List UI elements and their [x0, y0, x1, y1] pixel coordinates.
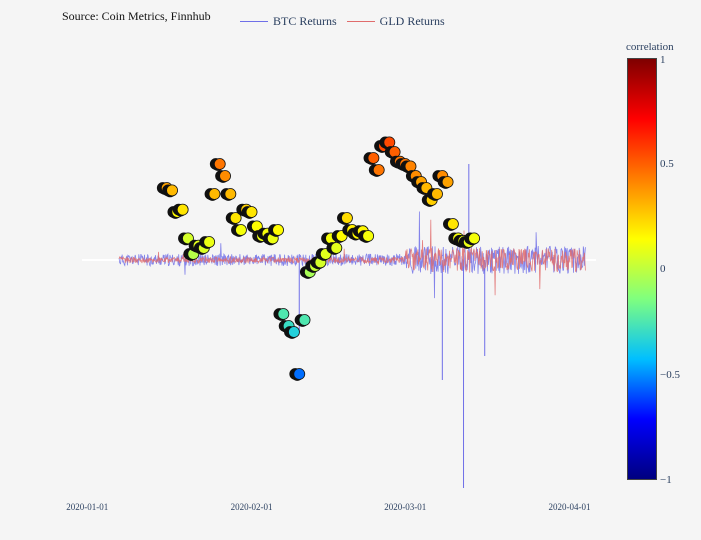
- colorbar-tick-1: 1: [660, 54, 666, 66]
- gld-returns-line: [118, 219, 586, 296]
- x-axis-ticks: 2020-01-01 2020-02-01 2020-03-01 2020-04-01: [66, 502, 590, 512]
- x-tick-label-2: 2020-03-01: [384, 502, 426, 512]
- correlation-markers: [156, 136, 481, 381]
- colorbar-tick-0.5: 0.5: [660, 158, 674, 170]
- correlation-point-10-2[interactable]: [213, 158, 226, 170]
- btc-returns-series: [118, 164, 586, 488]
- legend-label-gld: GLD Returns: [379, 14, 445, 28]
- legend-item-btc[interactable]: BTC Returns: [240, 14, 337, 29]
- colorbar-tick-neg0.5: −0.5: [660, 369, 680, 381]
- x-tick-label-1: 2020-02-01: [231, 502, 273, 512]
- x-tick-label-3: 2020-04-01: [549, 502, 591, 512]
- gld-returns-series: [118, 219, 586, 296]
- correlation-point-39-2[interactable]: [367, 152, 380, 164]
- legend-label-btc: BTC Returns: [273, 14, 337, 28]
- correlation-point-21-2[interactable]: [272, 224, 284, 236]
- correlation-point-32-2[interactable]: [330, 242, 343, 254]
- correlation-point-14-2[interactable]: [235, 224, 247, 236]
- correlation-point-13-2[interactable]: [229, 212, 242, 224]
- correlation-point-12-2[interactable]: [224, 188, 237, 200]
- colorbar-tick-0: 0: [660, 263, 666, 275]
- correlation-point-16-2[interactable]: [245, 206, 258, 218]
- correlation-point-22-2[interactable]: [277, 308, 290, 320]
- correlation-point-26-2[interactable]: [298, 314, 311, 326]
- colorbar-tick-neg1: −1: [660, 474, 672, 486]
- correlation-point-58-2[interactable]: [468, 232, 481, 245]
- correlation-point-9-2[interactable]: [208, 188, 221, 200]
- x-tick-label-0: 2020-01-01: [66, 502, 108, 512]
- correlation-point-3-2[interactable]: [176, 203, 189, 216]
- correlation-point-53-2[interactable]: [441, 176, 454, 188]
- correlation-point-34-2[interactable]: [341, 212, 353, 224]
- correlation-point-8-2[interactable]: [203, 236, 216, 248]
- legend-swatch-gld: [346, 21, 375, 22]
- correlation-point-40-2[interactable]: [372, 164, 385, 176]
- source-caption: Source: Coin Metrics, Finnhub: [62, 9, 211, 23]
- correlation-point-25-2[interactable]: [293, 368, 306, 380]
- correlation-point-24-2[interactable]: [288, 326, 300, 338]
- correlation-point-11-2[interactable]: [219, 170, 231, 182]
- correlation-point-51-2[interactable]: [431, 188, 443, 200]
- correlation-point-38-2[interactable]: [362, 230, 375, 242]
- legend-swatch-btc: [240, 21, 268, 22]
- legend-item-gld[interactable]: GLD Returns: [346, 14, 445, 29]
- legend: BTC Returns GLD Returns: [240, 14, 445, 29]
- colorbar: [627, 58, 657, 480]
- colorbar-title: correlation: [626, 41, 674, 53]
- correlation-point-54-2[interactable]: [447, 218, 459, 230]
- correlation-point-1-2[interactable]: [166, 184, 178, 197]
